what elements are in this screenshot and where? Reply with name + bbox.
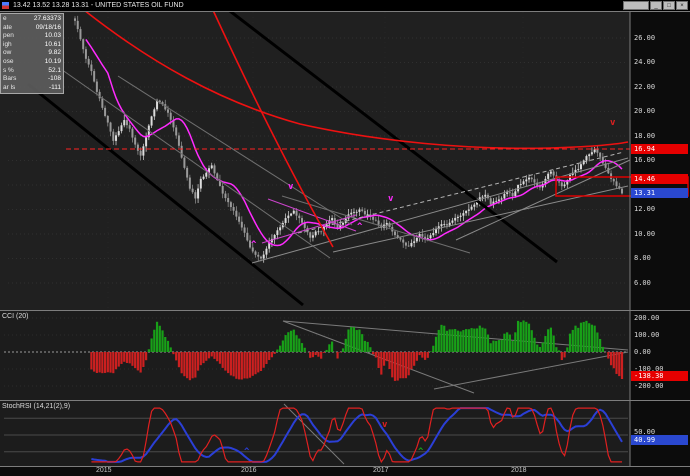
cci-axis-label: -200.00 [634, 381, 664, 390]
frame [0, 11, 690, 467]
x-axis-year-label: 2016 [241, 467, 257, 474]
stoch-axis-label: 50.00 [634, 428, 656, 436]
data-window-row: Bars -108 [3, 75, 61, 83]
wave-marker[interactable]: v [610, 118, 616, 128]
data-window-row: ar ls -111 [3, 83, 61, 91]
cci-highlight-label: -138.38 [631, 370, 688, 381]
x-axis-year-label: 2018 [511, 467, 527, 474]
wave-marker[interactable]: ^ [244, 447, 250, 457]
cci-axis-label: 100.00 [634, 330, 660, 339]
cci-axis-label: -100.00 [634, 364, 664, 373]
toolbar-button[interactable] [623, 1, 649, 10]
wave-marker[interactable]: ^ [418, 447, 424, 457]
restore-button[interactable]: □ [663, 1, 675, 10]
data-window-row: s % 52.1 [3, 66, 61, 74]
data-window-row: pen 10.03 [3, 32, 61, 40]
cci-bars [90, 320, 624, 381]
price-axis-label: 18.00 [634, 131, 656, 140]
wave-marker[interactable]: v [382, 420, 388, 430]
title-bar: 13.42 13.52 13.28 13.31 - UNITED STATES … [0, 0, 690, 11]
window-title: 13.42 13.52 13.28 13.31 - UNITED STATES … [13, 2, 184, 9]
stoch-panel-title: StochRSI (14,21(2),9) [2, 403, 71, 410]
cci-axis-label: 200.00 [634, 313, 660, 322]
stoch-highlight-label: 40.99 [631, 435, 688, 446]
minimize-button[interactable]: _ [650, 1, 662, 10]
data-window-row: e 27.63373 [3, 15, 61, 22]
data-window-row: ose 10.19 [3, 57, 61, 65]
cci-axis-label: 0.00 [634, 347, 651, 356]
moving-average [85, 38, 623, 247]
data-window-row: ow 9.82 [3, 49, 61, 57]
price-axis-label: 22.00 [634, 82, 656, 91]
wave-marker[interactable]: v [388, 194, 394, 204]
price-highlight-label: 14.46 [631, 174, 688, 185]
data-window-panel: e 27.63373 ate 09/18/16 pen 10.03 igh 10.61 ow 9.… [0, 13, 64, 95]
price-axis-label: 20.00 [634, 107, 656, 115]
x-axis-year-label: 2015 [96, 467, 112, 474]
x-axis-year-label: 2017 [373, 467, 389, 474]
price-axis-label: 26.00 [634, 33, 656, 42]
data-window-row: ate 09/18/16 [3, 23, 61, 31]
wave-marker[interactable]: ^ [357, 222, 363, 232]
price-axis-label: 24.00 [634, 58, 656, 66]
price-axis-label: 6.00 [634, 278, 651, 287]
price-highlight-label: 13.31 [631, 188, 688, 199]
stochrsi-lines [91, 407, 623, 464]
wave-marker[interactable]: ^ [251, 240, 257, 250]
data-window-row: igh 10.61 [3, 40, 61, 48]
app-icon [2, 2, 9, 9]
window-controls: _ □ × [623, 1, 688, 10]
close-button[interactable]: × [676, 1, 688, 10]
price-axis-label: 16.00 [634, 156, 656, 164]
wave-marker[interactable]: v [288, 182, 294, 192]
cci-panel-title: CCI (20) [2, 313, 29, 320]
price-axis-label: 10.00 [634, 229, 656, 238]
price-axis-label: 8.00 [634, 254, 651, 262]
price-axis-label: 12.00 [634, 205, 656, 213]
panel-backgrounds [0, 11, 690, 476]
price-highlight-label: 16.94 [631, 143, 688, 154]
